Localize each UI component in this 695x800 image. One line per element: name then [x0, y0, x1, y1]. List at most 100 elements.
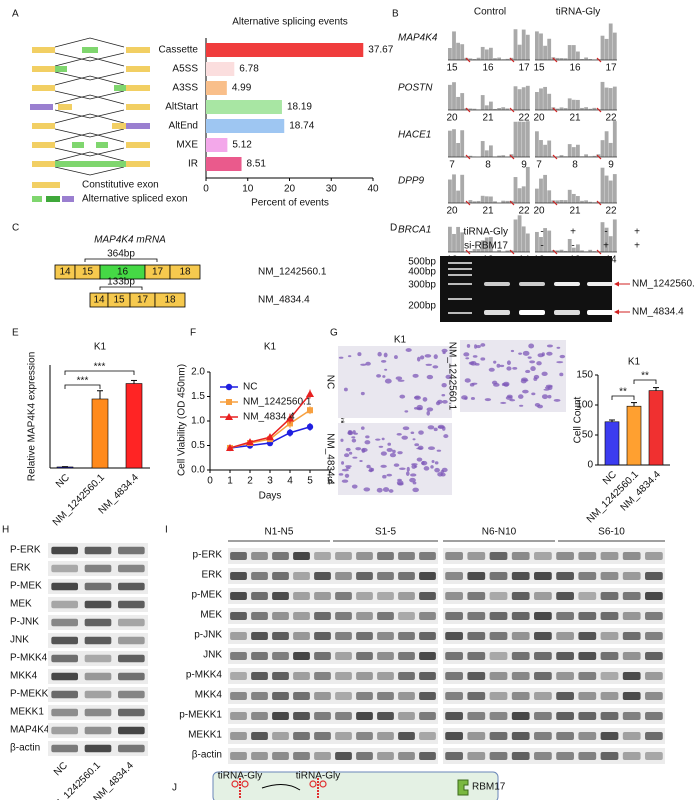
blot-band	[84, 708, 112, 717]
blot-band	[622, 572, 641, 580]
blot-band	[314, 732, 331, 740]
protein-label: MEKK1	[188, 730, 222, 741]
coverage-bar	[604, 175, 609, 203]
coverage-bar	[559, 58, 564, 60]
coverage-bar	[580, 107, 584, 110]
cell	[404, 410, 409, 413]
exon-number: 14	[59, 267, 71, 278]
coverage-bar	[547, 230, 552, 252]
blot-band	[556, 752, 574, 760]
blot-band	[556, 632, 574, 640]
coverage-bar	[535, 231, 539, 252]
coverage-bar	[535, 131, 539, 157]
coverage-bar	[489, 145, 493, 157]
blot-band	[230, 612, 247, 620]
junction-mark	[509, 249, 515, 255]
ladder-band	[448, 298, 472, 300]
blot-band	[419, 612, 436, 620]
exon-number: 21	[482, 113, 494, 124]
blot-band	[534, 652, 552, 660]
legend-label: Constitutive exon	[82, 180, 159, 191]
cell	[361, 447, 368, 452]
blot-band	[398, 572, 415, 580]
cell	[338, 473, 344, 476]
blot-band	[578, 732, 597, 740]
blot-band	[489, 732, 508, 740]
cell	[488, 367, 495, 372]
coverage-bar	[612, 174, 617, 203]
exon	[126, 142, 150, 148]
blot-band	[398, 692, 415, 700]
blot-band	[622, 552, 641, 560]
group-label: S1-5	[375, 527, 397, 538]
cell	[341, 468, 349, 472]
blot-band	[534, 672, 552, 680]
legend-label: NM_4834.4	[243, 412, 295, 423]
cell	[352, 456, 358, 459]
coverage-bar	[497, 108, 501, 110]
sign: -	[604, 227, 607, 238]
blot-band	[293, 612, 310, 620]
blot-band	[398, 552, 415, 560]
junction	[54, 109, 125, 119]
blot-band	[118, 618, 145, 627]
gel-band	[484, 282, 510, 286]
cell	[465, 357, 470, 360]
schematic-label: RBM17	[472, 782, 506, 793]
cell	[364, 440, 371, 445]
point	[286, 429, 294, 436]
cell	[529, 360, 536, 364]
coverage-bar	[493, 201, 497, 203]
blot-band	[511, 692, 530, 700]
protein-label: JNK	[203, 650, 222, 661]
legend-swatch	[32, 182, 60, 188]
coverage-bar	[460, 44, 465, 60]
blot-band	[84, 636, 112, 645]
blot-band	[293, 572, 310, 580]
cell	[425, 363, 433, 366]
blot-band	[398, 752, 415, 760]
blot-band	[467, 692, 486, 700]
coverage-bar	[460, 130, 465, 157]
blot-band	[377, 552, 394, 560]
blot-band	[511, 552, 530, 560]
blot-band	[251, 572, 268, 580]
category-label: NC	[54, 472, 72, 490]
coverage-bar	[513, 219, 518, 252]
coverage-bar	[513, 29, 518, 60]
blot-band	[335, 592, 352, 600]
cell	[531, 392, 536, 396]
cell	[442, 426, 446, 431]
blot-band	[489, 632, 508, 640]
protein-label: MEK	[10, 599, 32, 610]
cell	[543, 388, 550, 391]
coverage-bar	[452, 129, 456, 157]
blot-band	[51, 600, 78, 609]
blot-band	[118, 546, 145, 555]
blot-band	[272, 672, 289, 680]
coverage-bar	[513, 121, 518, 157]
blot-band	[489, 612, 508, 620]
cell	[461, 395, 468, 400]
coverage-bar	[505, 58, 510, 60]
coverage-bar	[539, 88, 543, 110]
blot-band	[622, 732, 641, 740]
blot-band	[84, 582, 112, 591]
point	[226, 399, 232, 405]
coverage-bar	[452, 233, 456, 252]
junction-mark	[465, 200, 471, 206]
cell	[382, 375, 386, 378]
image-title: K1	[394, 335, 407, 346]
coverage-bar	[535, 188, 539, 203]
cell	[442, 400, 448, 404]
blot-band	[467, 652, 486, 660]
chart-title: Alternative splicing events	[232, 17, 348, 28]
coverage-bar	[567, 45, 572, 60]
cell	[484, 398, 492, 402]
cell	[506, 360, 511, 366]
blot-band	[445, 652, 463, 660]
blot-band	[251, 752, 268, 760]
coverage-bar	[484, 49, 489, 60]
blot-band	[377, 732, 394, 740]
